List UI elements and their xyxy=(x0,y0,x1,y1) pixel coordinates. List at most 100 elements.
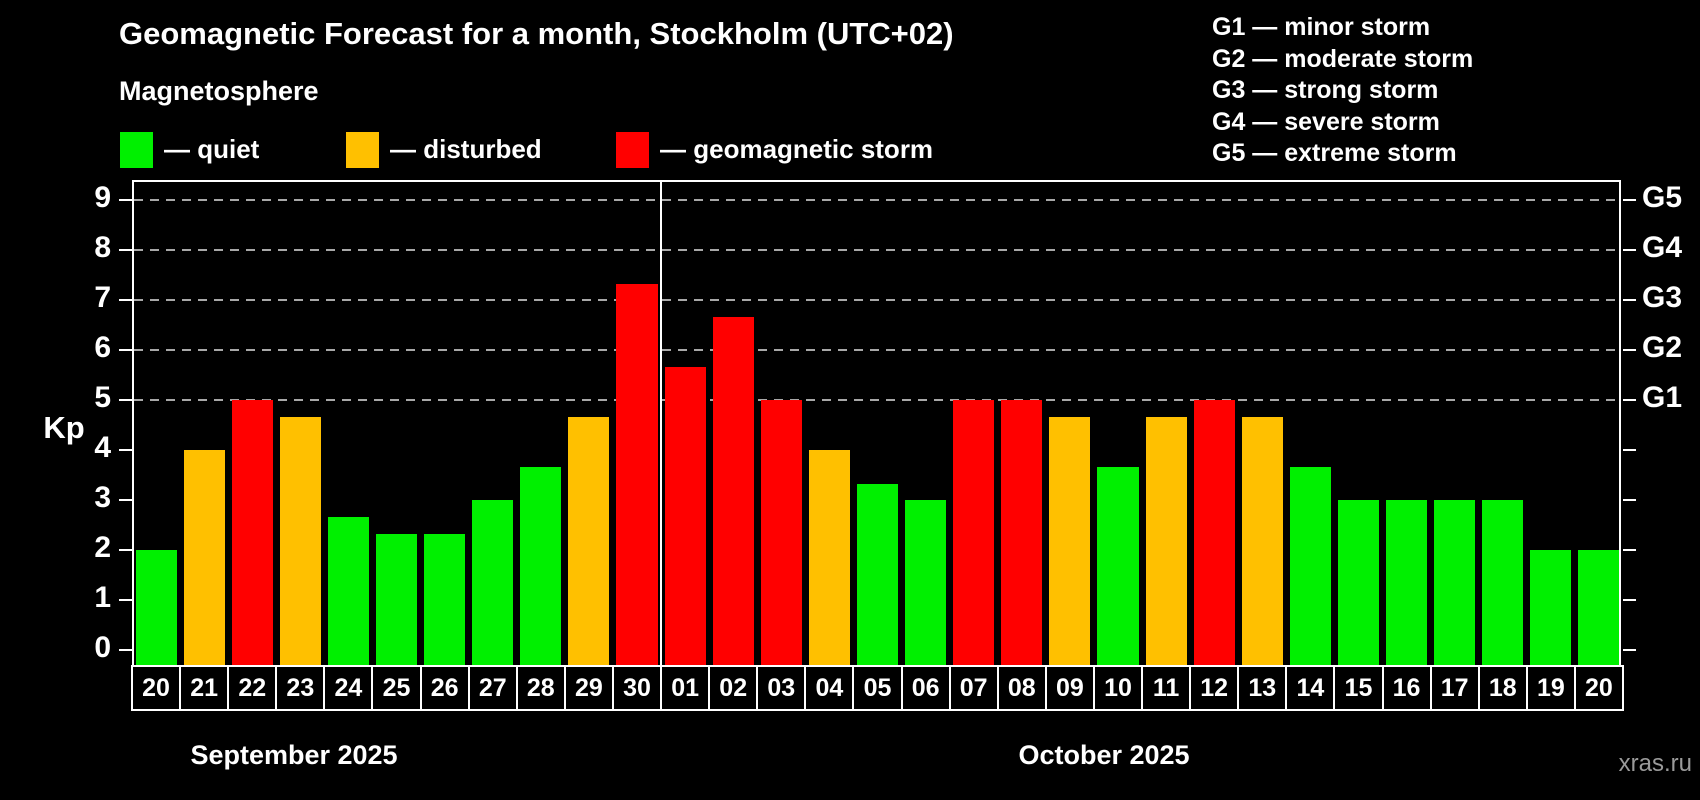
bar-day-21 xyxy=(183,450,225,666)
g-level-label-G2: G2 xyxy=(1642,331,1683,364)
bar-day-06 xyxy=(905,500,947,666)
bar-day-17 xyxy=(1434,500,1476,666)
day-label-box: 10 xyxy=(1092,665,1144,711)
day-label-box: 20 xyxy=(131,665,182,711)
day-label-box: 30 xyxy=(611,665,663,711)
day-label-box: 16 xyxy=(1381,665,1432,711)
y-axis-title: Kp xyxy=(43,410,85,445)
grid-line-kp7 xyxy=(134,299,1621,301)
g-legend-line: G5 — extreme storm xyxy=(1212,139,1457,168)
y-tick-left xyxy=(119,249,132,251)
day-label-box: 25 xyxy=(371,665,422,711)
y-tick-label: 8 xyxy=(94,231,111,264)
chart-subtitle: Magnetosphere xyxy=(119,76,319,106)
day-label-box: 19 xyxy=(1525,665,1576,711)
day-label-box: 13 xyxy=(1237,665,1288,711)
grid-line-kp8 xyxy=(134,249,1621,251)
y-tick-right xyxy=(1623,249,1636,251)
day-label-box: 22 xyxy=(227,665,278,711)
bar-day-22 xyxy=(231,400,273,666)
chart-title: Geomagnetic Forecast for a month, Stockh… xyxy=(119,16,954,51)
g-legend-line: G2 — moderate storm xyxy=(1212,44,1474,73)
legend-item-quiet: — quiet xyxy=(120,132,420,168)
legend-item-disturbed: — disturbed xyxy=(346,132,646,168)
quiet-color-swatch-icon xyxy=(120,132,153,168)
month-separator-line xyxy=(660,180,663,666)
bar-day-15 xyxy=(1337,500,1379,666)
g-level-label-G4: G4 xyxy=(1642,231,1683,264)
grid-line-kp6 xyxy=(134,349,1621,351)
g-level-label-G3: G3 xyxy=(1642,281,1683,314)
y-tick-left xyxy=(119,449,132,451)
y-tick-left xyxy=(119,399,132,401)
storm-color-swatch-icon xyxy=(616,132,649,168)
day-label-box: 12 xyxy=(1189,665,1240,711)
bar-day-10 xyxy=(1097,466,1139,666)
bar-day-19 xyxy=(1530,550,1572,666)
y-tick-right xyxy=(1623,449,1636,451)
bar-day-05 xyxy=(856,483,899,666)
y-tick-label: 2 xyxy=(94,531,111,564)
bar-day-29 xyxy=(568,416,610,666)
y-tick-label: 6 xyxy=(94,331,111,364)
bar-day-27 xyxy=(472,500,514,666)
y-tick-right xyxy=(1623,399,1636,401)
bar-day-08 xyxy=(1001,400,1043,666)
bar-day-12 xyxy=(1193,400,1235,666)
y-tick-right xyxy=(1623,199,1636,201)
day-label-box: 23 xyxy=(275,665,326,711)
day-label-box: 26 xyxy=(419,665,470,711)
bar-day-13 xyxy=(1241,416,1283,666)
day-label-box: 09 xyxy=(1044,665,1095,711)
day-label-box: 18 xyxy=(1477,665,1528,711)
day-label-box: 21 xyxy=(179,665,230,711)
bar-day-25 xyxy=(375,533,418,666)
y-tick-label: 1 xyxy=(94,581,111,614)
day-label-box: 01 xyxy=(660,665,711,711)
y-tick-left xyxy=(119,599,132,601)
y-tick-right xyxy=(1623,599,1636,601)
y-tick-left xyxy=(119,299,132,301)
day-label-box: 03 xyxy=(756,665,807,711)
bar-day-09 xyxy=(1049,416,1091,666)
day-label-box: 20 xyxy=(1573,665,1624,711)
month-label: October 2025 xyxy=(1018,740,1190,770)
y-tick-label: 5 xyxy=(94,381,111,414)
bar-day-23 xyxy=(279,416,321,666)
bar-day-20 xyxy=(1578,550,1620,666)
day-label-box: 11 xyxy=(1141,665,1192,711)
g-level-label-G5: G5 xyxy=(1642,181,1683,214)
y-tick-label: 0 xyxy=(94,631,111,664)
day-label-box: 14 xyxy=(1285,665,1336,711)
bar-day-07 xyxy=(953,400,995,666)
day-label-box: 02 xyxy=(708,665,759,711)
grid-line-kp9 xyxy=(134,199,1621,201)
legend-item-storm: — geomagnetic storm xyxy=(616,132,933,168)
bar-day-02 xyxy=(712,316,754,666)
bar-day-16 xyxy=(1386,500,1428,666)
y-tick-left xyxy=(119,549,132,551)
grid-line-kp5 xyxy=(134,399,1621,401)
legend-label-storm: — geomagnetic storm xyxy=(660,134,934,164)
day-label-box: 15 xyxy=(1333,665,1384,711)
y-tick-right xyxy=(1623,549,1636,551)
watermark: xras.ru xyxy=(1618,750,1692,777)
bar-day-04 xyxy=(808,450,850,666)
bar-day-14 xyxy=(1289,466,1331,666)
bar-day-03 xyxy=(760,400,802,666)
legend-label-disturbed: — disturbed xyxy=(390,134,542,164)
day-label-box: 07 xyxy=(948,665,999,711)
y-tick-left xyxy=(119,349,132,351)
day-label-box: 05 xyxy=(852,665,903,711)
day-label-box: 04 xyxy=(804,665,855,711)
bar-day-01 xyxy=(664,366,706,666)
day-label-box: 27 xyxy=(467,665,518,711)
bar-day-24 xyxy=(327,516,369,666)
y-tick-left xyxy=(119,199,132,201)
g-level-label-G1: G1 xyxy=(1642,381,1683,414)
y-tick-right xyxy=(1623,499,1636,501)
day-label-box: 08 xyxy=(996,665,1047,711)
g-scale-legend: G1 — minor storm G2 — moderate storm G3 — … xyxy=(1212,12,1473,170)
bar-day-30 xyxy=(616,283,658,666)
